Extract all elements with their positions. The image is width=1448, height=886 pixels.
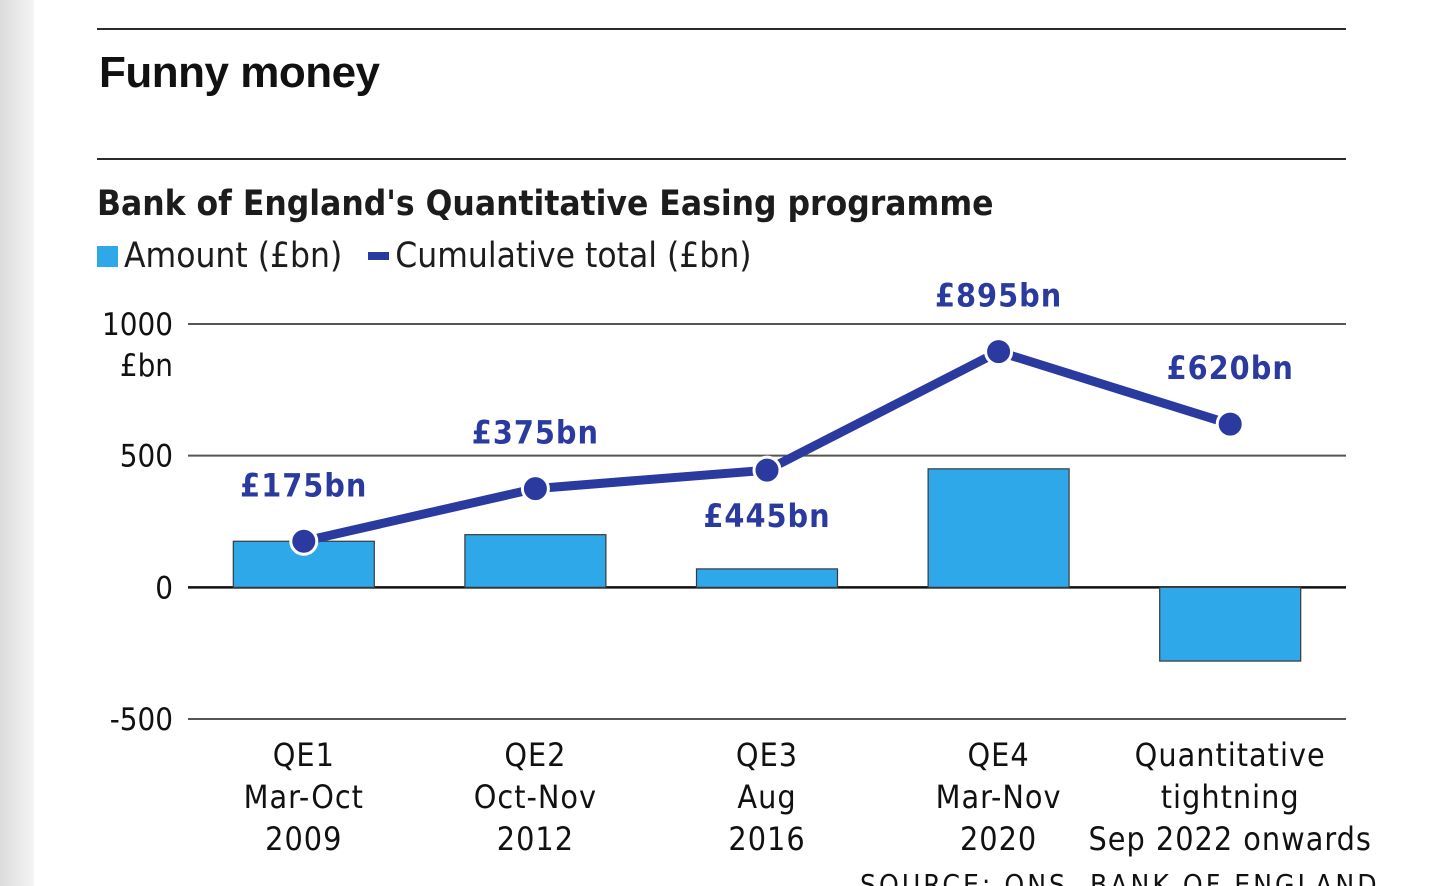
line-point: [289, 526, 319, 556]
y-unit-label: £bn: [120, 348, 173, 384]
legend-item-amount: Amount (£bn): [97, 236, 342, 276]
x-tick-label: Oct-Nov: [474, 778, 597, 816]
x-tick-label: Quantitative: [1135, 736, 1326, 774]
chart-title: Bank of England's Quantitative Easing pr…: [97, 184, 994, 224]
headline: Funny money: [99, 48, 380, 97]
legend-bar-swatch: [97, 245, 118, 267]
x-tick-label: Aug: [737, 778, 796, 816]
line-point: [984, 337, 1014, 367]
data-label: £375bn: [472, 414, 599, 452]
line-point: [1215, 409, 1245, 439]
legend-label-amount: Amount (£bn): [124, 236, 343, 276]
legend-label-cumulative: Cumulative total (£bn): [395, 236, 752, 276]
x-tick-label: 2016: [728, 820, 805, 858]
legend-line-swatch: [368, 252, 390, 260]
x-tick-label: 2012: [497, 820, 574, 858]
y-tick-label: 1000: [102, 307, 173, 343]
bar: [695, 568, 839, 588]
x-tick-label: 2020: [960, 820, 1037, 858]
page-edge-shadow: [0, 0, 34, 886]
top-rule: [97, 28, 1346, 30]
x-tick-label: QE1: [273, 736, 335, 774]
bar: [464, 534, 607, 588]
y-tick-label: 0: [155, 570, 173, 606]
data-label: £895bn: [935, 277, 1062, 315]
bar: [927, 468, 1070, 588]
x-tick-label: QE3: [736, 736, 798, 774]
data-label: £445bn: [703, 497, 830, 535]
x-tick-label: Mar-Oct: [244, 778, 364, 816]
x-tick-label: tightning: [1161, 778, 1300, 816]
line-point: [520, 474, 550, 504]
y-tick-label: 500: [120, 439, 173, 475]
x-tick-label: 2009: [265, 820, 342, 858]
data-label: £620bn: [1167, 349, 1294, 387]
line-point: [752, 455, 782, 485]
legend: Amount (£bn) Cumulative total (£bn): [97, 236, 752, 276]
legend-item-cumulative: Cumulative total (£bn): [342, 236, 752, 276]
title-rule: [97, 158, 1346, 160]
x-tick-label: QE2: [504, 736, 566, 774]
source-note: SOURCE: ONS, BANK OF ENGLAND: [860, 868, 1380, 886]
data-label: £175bn: [240, 466, 367, 504]
x-tick-label: Sep 2022 onwards: [1088, 820, 1371, 858]
x-tick-label: QE4: [968, 736, 1030, 774]
x-tick-label: Mar-Nov: [936, 778, 1062, 816]
bar: [1159, 586, 1302, 662]
y-tick-label: -500: [110, 702, 173, 738]
